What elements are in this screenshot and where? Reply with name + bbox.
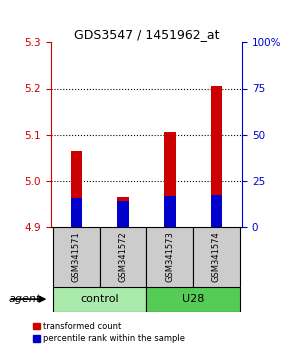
Bar bbox=[146, 287, 240, 312]
Bar bbox=[117, 201, 129, 227]
Bar bbox=[70, 150, 82, 227]
Bar bbox=[70, 198, 82, 227]
Title: GDS3547 / 1451962_at: GDS3547 / 1451962_at bbox=[74, 28, 219, 41]
Bar bbox=[164, 132, 176, 227]
Bar bbox=[211, 86, 222, 227]
Bar bbox=[193, 227, 240, 287]
Text: control: control bbox=[80, 294, 119, 304]
Text: agent: agent bbox=[9, 294, 41, 304]
Legend: transformed count, percentile rank within the sample: transformed count, percentile rank withi… bbox=[33, 322, 185, 343]
Bar bbox=[117, 197, 129, 227]
Text: GSM341571: GSM341571 bbox=[72, 231, 81, 282]
Text: GSM341574: GSM341574 bbox=[212, 231, 221, 282]
Bar bbox=[53, 227, 100, 287]
Bar bbox=[164, 196, 176, 227]
Bar bbox=[211, 195, 222, 227]
Text: GSM341572: GSM341572 bbox=[119, 231, 128, 282]
Bar bbox=[146, 227, 193, 287]
Bar bbox=[100, 227, 146, 287]
Text: U28: U28 bbox=[182, 294, 204, 304]
Bar bbox=[53, 287, 146, 312]
Text: GSM341573: GSM341573 bbox=[165, 231, 174, 282]
